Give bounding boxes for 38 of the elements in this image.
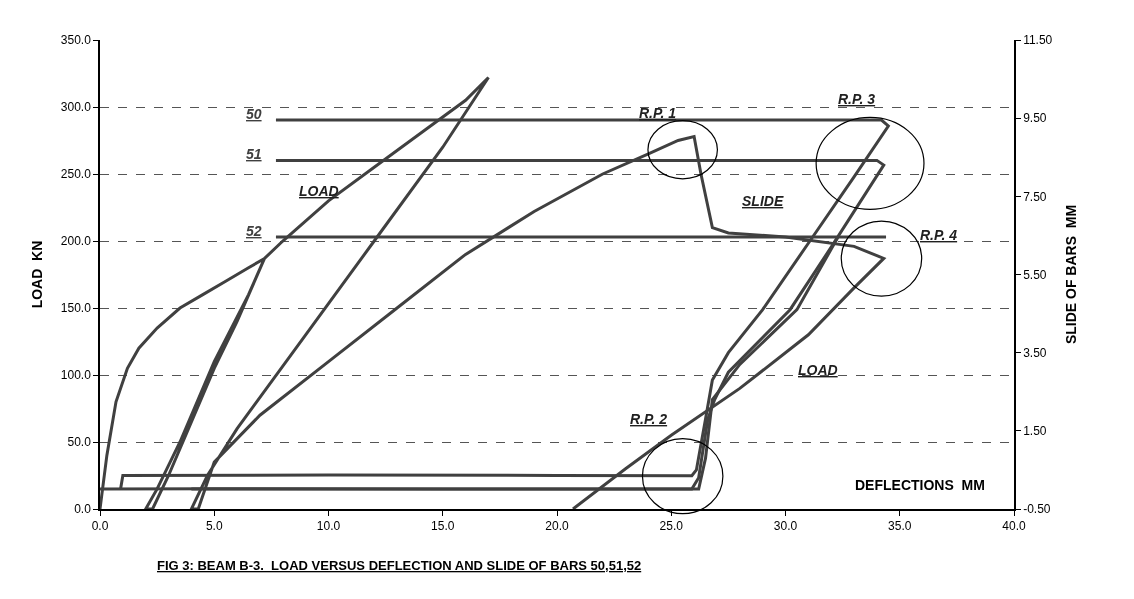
series-label: 51 xyxy=(246,146,262,162)
annotation: SLIDE xyxy=(742,193,784,209)
y2-tick-label: 1.50 xyxy=(1023,424,1047,439)
y2-tick-label: 3.50 xyxy=(1023,345,1047,360)
x-axis-title: DEFLECTIONS MM xyxy=(855,477,985,493)
annotation: R.P. 1 xyxy=(639,105,677,121)
x-tick-label: 5.0 xyxy=(205,519,223,534)
y-tick-label: 50.0 xyxy=(67,435,92,450)
annotation: R.P. 2 xyxy=(630,411,668,427)
text: FIG 3: BEAM B-3. LOAD VERSUS DEFLECTION AND SLIDE OF BARS 50,51,52 xyxy=(157,558,642,573)
x-tick-label: 0.0 xyxy=(91,519,109,534)
y-tick-label: 250.0 xyxy=(60,167,92,182)
y2-tick-label: 11.50 xyxy=(1023,33,1053,48)
y-tick-label: 300.0 xyxy=(60,100,92,115)
y2-axis-title: SLIDE OF BARS MM xyxy=(1063,204,1080,345)
series-label: 50 xyxy=(246,106,262,122)
y-tick-label: 0.0 xyxy=(74,502,92,517)
x-tick-label: 10.0 xyxy=(316,519,341,534)
annotation: LOAD xyxy=(798,362,838,378)
x-tick-label: 15.0 xyxy=(431,519,455,534)
x-tick-label: 30.0 xyxy=(773,519,798,534)
y-tick-label: 150.0 xyxy=(60,301,92,316)
annotation: R.P. 3 xyxy=(838,91,876,107)
y-tick-label: 200.0 xyxy=(60,234,92,249)
annotation: LOAD xyxy=(299,183,339,199)
x-tick-label: 35.0 xyxy=(888,519,912,534)
y2-tick-label: -0.50 xyxy=(1023,502,1051,517)
y2-tick-label: 7.50 xyxy=(1023,189,1047,204)
y-tick-label: 350.0 xyxy=(60,33,92,48)
annotation: R.P. 4 xyxy=(920,227,958,243)
y-tick-label: 100.0 xyxy=(60,368,92,383)
y2-tick-label: 9.50 xyxy=(1023,111,1047,126)
x-tick-label: 25.0 xyxy=(659,519,684,534)
series-label: 52 xyxy=(246,223,262,239)
y-axis-title: LOAD KN xyxy=(28,240,45,309)
x-tick-label: 40.0 xyxy=(1002,519,1026,534)
y2-tick-label: 5.50 xyxy=(1023,267,1047,282)
x-tick-label: 20.0 xyxy=(545,519,569,534)
